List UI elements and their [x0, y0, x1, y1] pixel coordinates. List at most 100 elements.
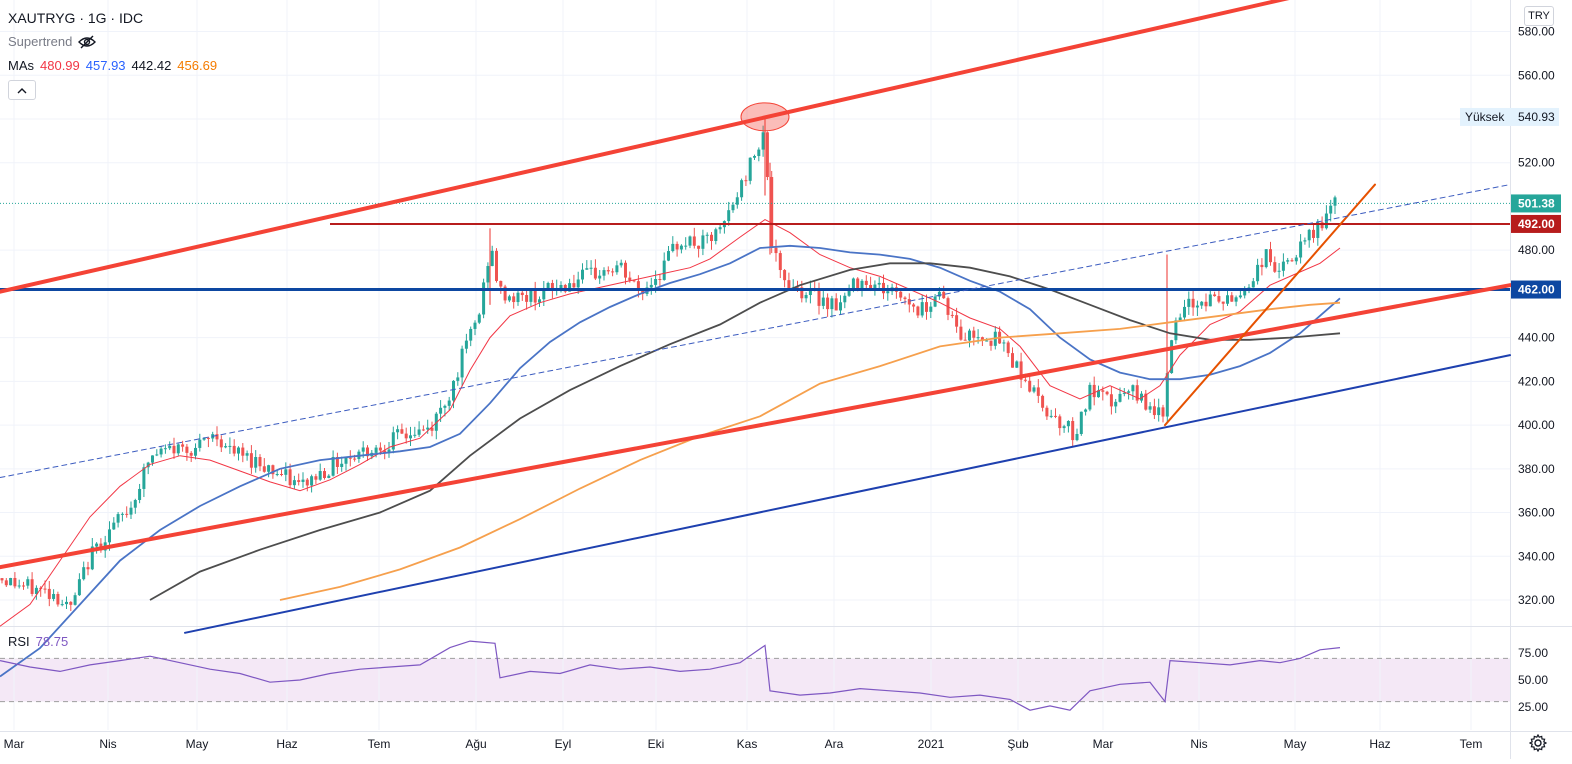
- candle-up: [1088, 382, 1092, 412]
- supertrend-row: Supertrend: [8, 30, 217, 54]
- candle-body: [473, 322, 477, 329]
- candle-up: [146, 461, 150, 475]
- candle-body: [546, 283, 550, 290]
- candle-body: [679, 245, 683, 250]
- candle-down: [1213, 291, 1217, 297]
- candle-body: [1165, 373, 1169, 417]
- settings-button[interactable]: [1527, 732, 1549, 754]
- candle-down: [86, 561, 90, 576]
- ma-line-4: [279, 301, 1341, 601]
- candle-up: [387, 442, 391, 458]
- candle-body: [520, 292, 524, 296]
- candle-up: [52, 589, 56, 602]
- candle-up: [245, 450, 249, 461]
- candle-body: [108, 529, 111, 543]
- candle-body: [985, 340, 989, 342]
- candle-body: [516, 292, 520, 303]
- price-badge-value: 462.00: [1518, 283, 1555, 297]
- candle-down: [1290, 258, 1294, 262]
- candle-body: [327, 475, 331, 478]
- candle-up: [1264, 249, 1268, 269]
- eye-crossed-icon[interactable]: [78, 35, 97, 49]
- candle-body: [447, 400, 451, 406]
- candle-down: [185, 443, 189, 461]
- candle-down: [942, 285, 946, 299]
- candle-down: [770, 170, 774, 254]
- candle-up: [469, 326, 473, 347]
- rsi-tick-label: 50.00: [1518, 673, 1548, 687]
- collapse-legend-button[interactable]: [8, 80, 36, 100]
- candle-down: [658, 274, 662, 288]
- currency-badge[interactable]: TRY: [1524, 6, 1554, 26]
- candle-down: [69, 601, 73, 612]
- time-tick-label: Nis: [1190, 737, 1207, 751]
- candle-body: [942, 291, 946, 299]
- time-tick-label: Ağu: [465, 737, 486, 751]
- candle-body: [1174, 320, 1178, 341]
- candle-down: [1028, 375, 1032, 393]
- candle-up: [1286, 257, 1290, 265]
- ma-line-3: [149, 262, 1341, 601]
- supertrend-label[interactable]: Supertrend: [8, 34, 73, 49]
- candle-body: [800, 287, 804, 299]
- candle-up: [757, 147, 761, 162]
- candle-up: [1303, 237, 1307, 245]
- candle-body: [1092, 384, 1096, 398]
- candle-up: [1140, 391, 1143, 403]
- candle-body: [1286, 260, 1290, 262]
- price-badges: Yüksek 540.93 501.38 492.00 462.00: [1460, 107, 1561, 299]
- candle-body: [26, 579, 30, 586]
- candle-body: [194, 447, 197, 456]
- rsi-value: 78.75: [35, 634, 69, 649]
- price-badge-bg: [1511, 214, 1561, 233]
- candle-body: [744, 180, 748, 182]
- candle-up: [331, 450, 335, 477]
- candle-up: [598, 269, 602, 284]
- candle-down: [1230, 292, 1234, 302]
- candle-down: [241, 443, 245, 463]
- candle-down: [980, 336, 984, 347]
- candle-body: [542, 289, 546, 300]
- candle-body: [989, 340, 993, 346]
- candle-up: [1178, 313, 1182, 321]
- candle-body: [503, 286, 507, 301]
- candle-up: [155, 449, 159, 457]
- candle-down: [232, 439, 236, 457]
- time-tick-label: 2021: [918, 737, 945, 751]
- price-badge-value: 501.38: [1518, 196, 1555, 210]
- candle-body: [1273, 262, 1277, 272]
- candle-body: [1049, 415, 1053, 417]
- candle-down: [503, 284, 507, 304]
- candle-body: [955, 315, 959, 327]
- candle-down: [632, 280, 636, 283]
- candle-body: [585, 268, 589, 270]
- candle-body: [82, 567, 86, 580]
- time-tick-label: Mar: [1093, 737, 1114, 751]
- candle-down: [280, 469, 283, 477]
- candle-up: [1329, 199, 1333, 222]
- symbol-title[interactable]: XAUTRYG · 1G · IDC: [8, 10, 144, 26]
- time-tick-label: Haz: [1369, 737, 1390, 751]
- candle-up: [516, 290, 520, 306]
- candle-up: [602, 267, 606, 281]
- candle-body: [219, 439, 223, 448]
- candle-up: [90, 538, 94, 571]
- candle-up: [17, 579, 21, 589]
- price-tick-label: 580.00: [1518, 25, 1555, 39]
- candle-up: [1084, 408, 1088, 416]
- candle-up: [662, 252, 666, 281]
- rsi-label[interactable]: RSI: [8, 634, 30, 649]
- candle-body: [701, 235, 705, 249]
- candle-body: [1213, 294, 1217, 297]
- candle-body: [305, 479, 309, 486]
- mas-label[interactable]: MAs: [8, 58, 34, 73]
- candle-down: [215, 426, 219, 447]
- time-tick-label: Ara: [825, 737, 844, 751]
- candle-body: [314, 476, 318, 480]
- candle-body: [490, 250, 494, 267]
- candle-down: [1006, 340, 1010, 357]
- candle-down: [22, 581, 25, 590]
- candle-down: [288, 463, 292, 489]
